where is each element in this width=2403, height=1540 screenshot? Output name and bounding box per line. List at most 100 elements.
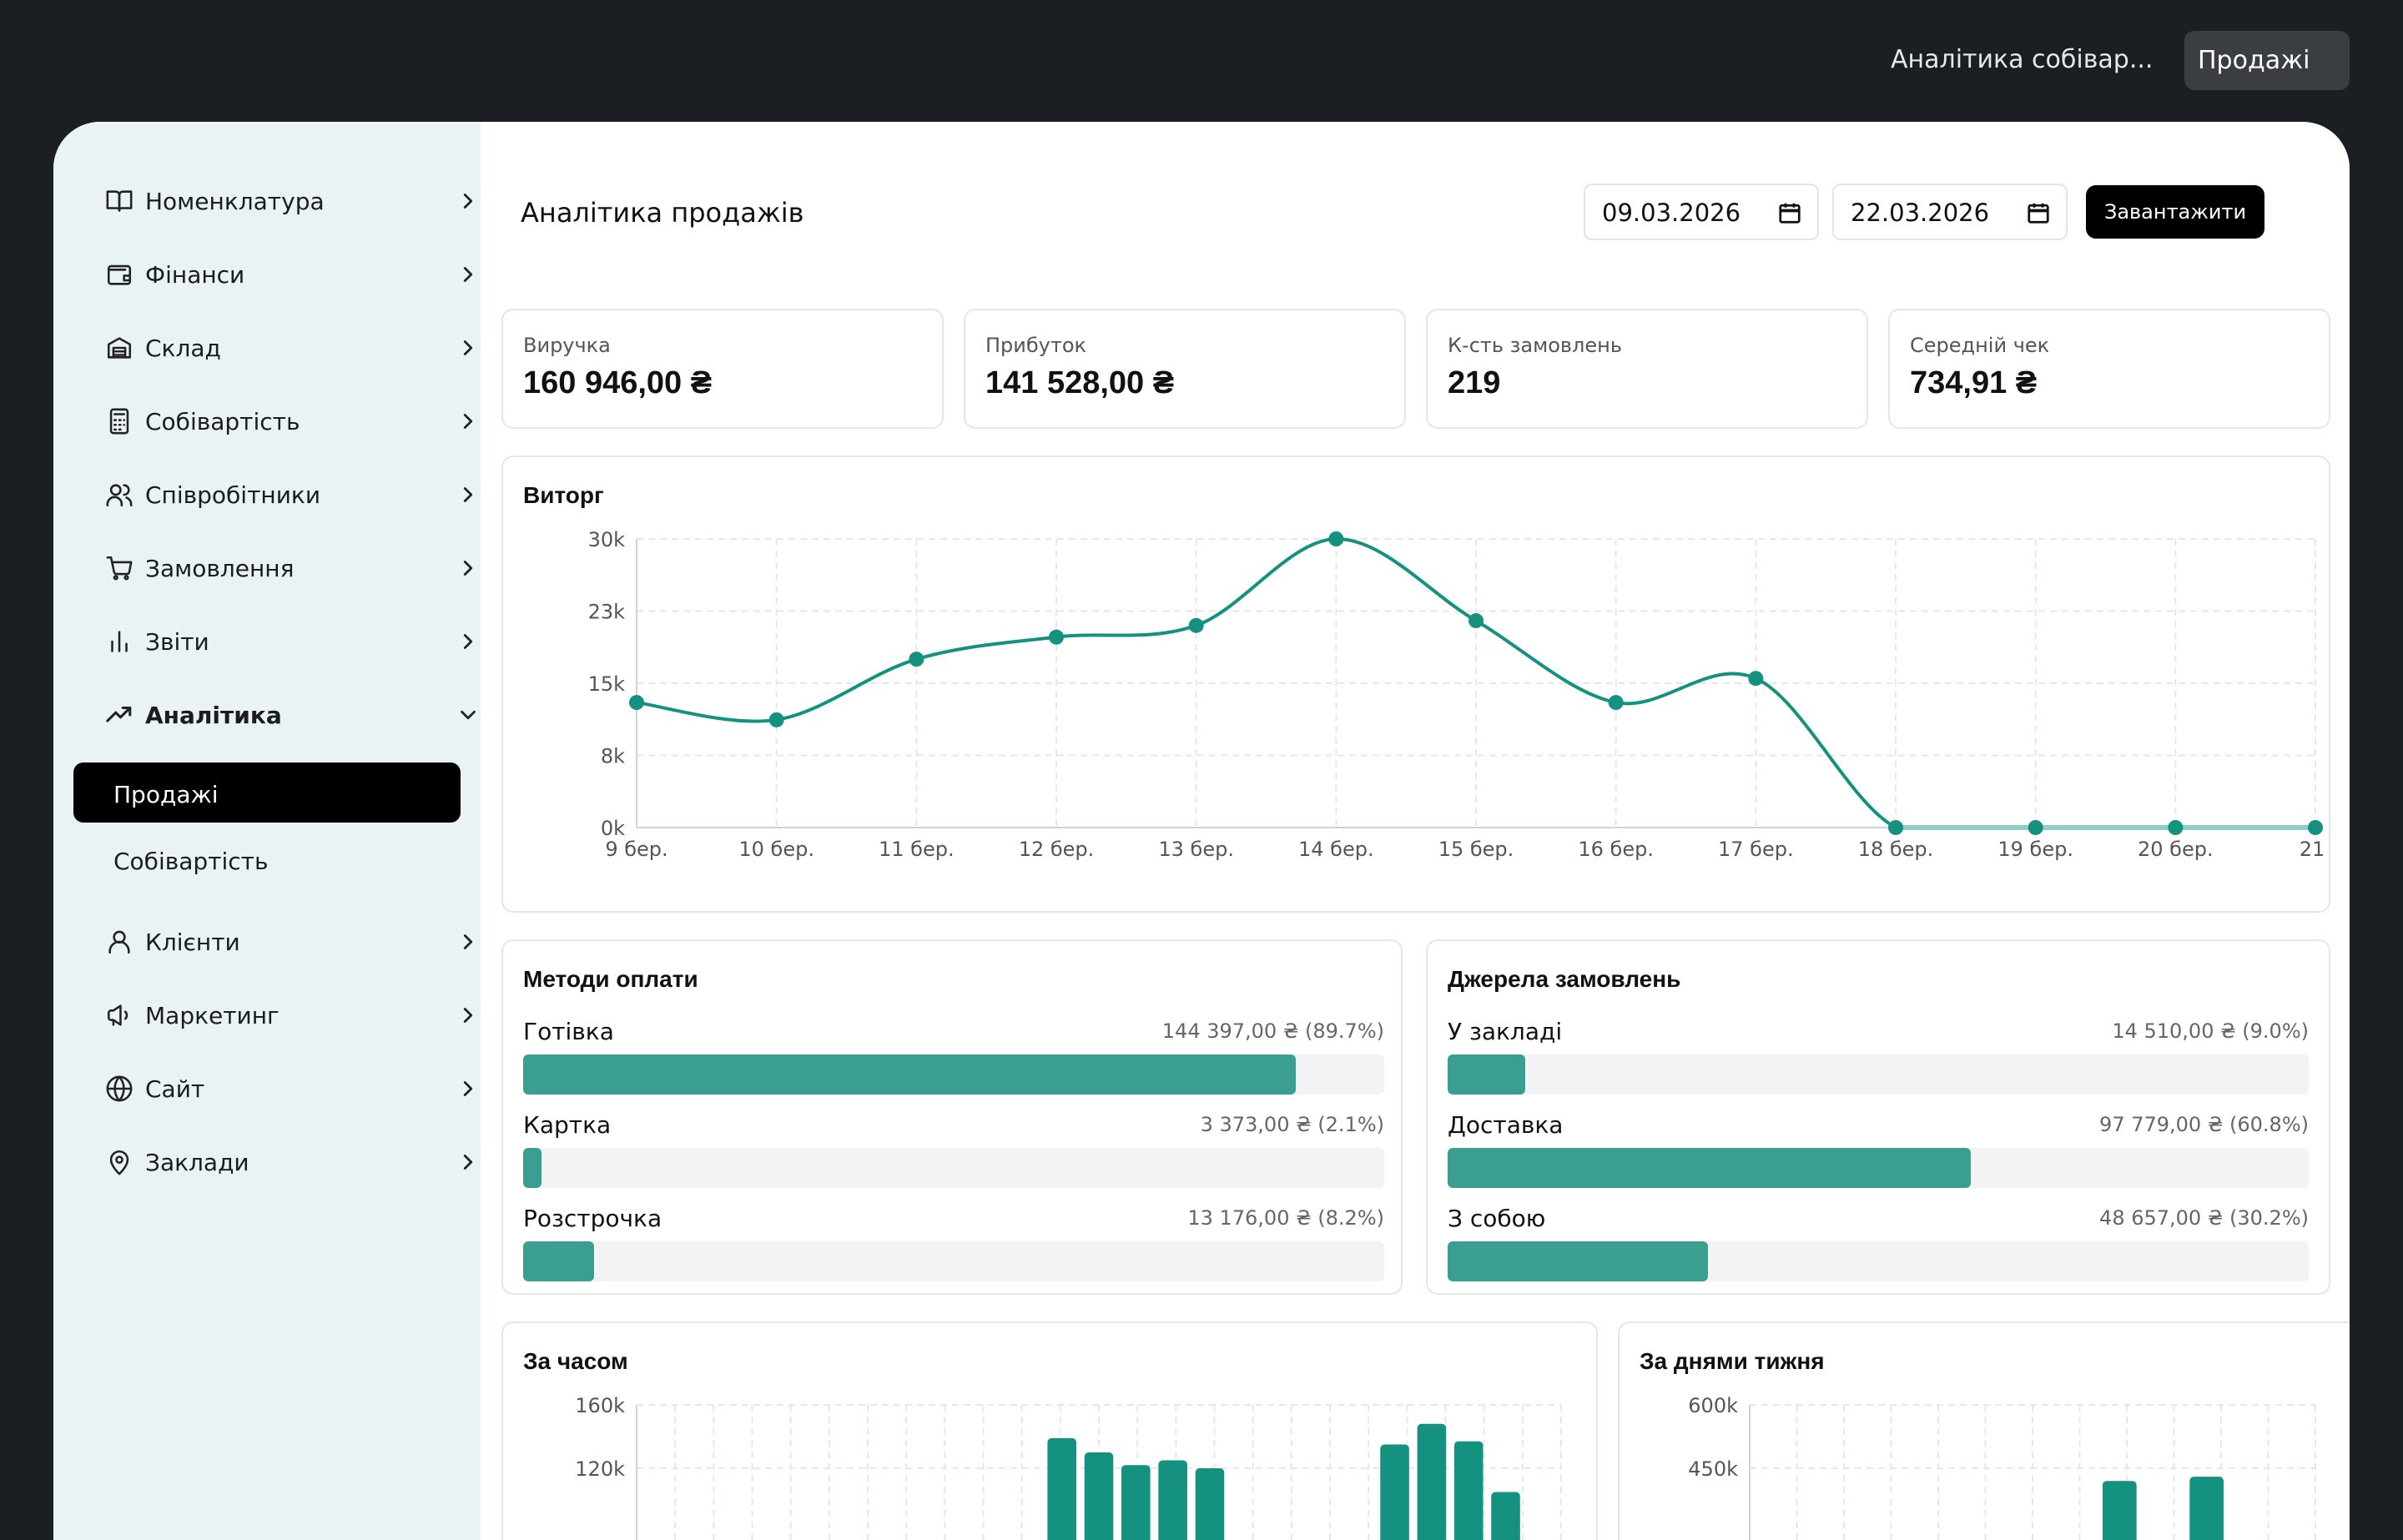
globe-icon	[105, 1074, 134, 1103]
x-tick-label: 16 бер.	[1578, 838, 1654, 861]
payment-methods-card: Методи оплати Готівка 144 397,00 ₴ (89.7…	[501, 939, 1403, 1295]
chevron-right-icon	[456, 1003, 481, 1028]
x-tick-label: 19 бер.	[1997, 838, 2073, 861]
bar-name: У закладі	[1448, 1018, 1562, 1045]
breadcrumb[interactable]: Аналітика собівар...	[1891, 45, 2153, 74]
bar-fill	[523, 1054, 1296, 1095]
sidebar-item-locations[interactable]: Заклади	[105, 1137, 481, 1187]
data-point	[769, 712, 784, 727]
order-sources-card: Джерела замовлень У закладі 14 510,00 ₴ …	[1426, 939, 2330, 1295]
sidebar-item-analytics[interactable]: Аналітика	[105, 690, 481, 740]
load-button[interactable]: Завантажити	[2086, 185, 2264, 239]
bar-track	[523, 1148, 1384, 1188]
sidebar-item-label: Маркетинг	[145, 1002, 280, 1029]
megaphone-icon	[105, 1001, 134, 1029]
users-icon	[105, 481, 134, 509]
kpi-card-avg-check: Середній чек 734,91 ₴	[1888, 309, 2330, 429]
sidebar-item-clients[interactable]: Клієнти	[105, 917, 481, 967]
calculator-icon	[105, 407, 134, 435]
kpi-card-revenue: Виручка 160 946,00 ₴	[501, 309, 944, 429]
y-tick-label: 450k	[1688, 1457, 1738, 1481]
date-to-value: 22.03.2026	[1851, 199, 1989, 227]
sidebar: Номенклатура Фінанси Склад Собівартість …	[53, 122, 481, 1540]
user-icon	[105, 928, 134, 956]
sidebar-item-marketing[interactable]: Маркетинг	[105, 990, 481, 1040]
card-title: Джерела замовлень	[1448, 966, 1680, 993]
kpi-card-profit: Прибуток 141 528,00 ₴	[964, 309, 1406, 429]
sidebar-item-label: Аналітика	[145, 702, 282, 729]
bar-fill	[1448, 1054, 1525, 1095]
x-tick-label: 13 бер.	[1158, 838, 1234, 861]
date-to-input[interactable]: 22.03.2026	[1832, 184, 2068, 240]
bar-name: Готівка	[523, 1018, 614, 1045]
bar-track	[1448, 1241, 2309, 1281]
sidebar-subitem-cost[interactable]: Собівартість	[73, 829, 461, 889]
sidebar-item-label: Замовлення	[145, 555, 294, 582]
book-icon	[105, 187, 134, 215]
wallet-icon	[105, 260, 134, 289]
data-point	[1328, 531, 1343, 546]
y-tick-label: 8k	[601, 745, 625, 768]
map-pin-icon	[105, 1148, 134, 1176]
x-tick-label: 12 бер.	[1019, 838, 1095, 861]
sidebar-item-employees[interactable]: Співробітники	[105, 470, 481, 520]
sidebar-item-label: Заклади	[145, 1149, 249, 1176]
y-tick-label: 160k	[575, 1394, 625, 1417]
sidebar-item-site[interactable]: Сайт	[105, 1064, 481, 1114]
bar	[1418, 1424, 1447, 1540]
bar	[2103, 1481, 2137, 1540]
sidebar-item-orders[interactable]: Замовлення	[105, 543, 481, 593]
kpi-label: К-сть замовлень	[1448, 334, 1622, 357]
sidebar-item-warehouse[interactable]: Склад	[105, 323, 481, 373]
bar-value: 3 373,00 ₴ (2.1%)	[1201, 1113, 1384, 1136]
bar-name: Розстрочка	[523, 1205, 662, 1232]
bar	[1158, 1461, 1187, 1540]
sidebar-item-label: Співробітники	[145, 481, 320, 509]
bar-value: 97 779,00 ₴ (60.8%)	[2099, 1113, 2309, 1136]
data-point	[1189, 618, 1204, 633]
chevron-right-icon	[456, 482, 481, 507]
kpi-label: Середній чек	[1910, 334, 2049, 357]
bar-fill	[1448, 1241, 1708, 1281]
sidebar-item-label: Клієнти	[145, 929, 240, 956]
sidebar-subitem-sales[interactable]: Продажі	[73, 762, 461, 823]
calendar-icon[interactable]	[1777, 200, 1802, 225]
x-tick-label: 11 бер.	[879, 838, 955, 861]
sidebar-item-label: Сайт	[145, 1075, 204, 1103]
chevron-right-icon	[456, 409, 481, 434]
chevron-right-icon	[456, 629, 481, 654]
bar	[1121, 1465, 1151, 1540]
kpi-label: Виручка	[523, 334, 611, 357]
bar-fill	[523, 1241, 594, 1281]
data-point	[1888, 820, 1903, 835]
chevron-right-icon	[456, 1076, 481, 1101]
bar-value: 14 510,00 ₴ (9.0%)	[2112, 1019, 2309, 1043]
bar	[1085, 1452, 1114, 1540]
bar-value: 48 657,00 ₴ (30.2%)	[2099, 1206, 2309, 1230]
sidebar-item-nomenclature[interactable]: Номенклатура	[105, 176, 481, 226]
sidebar-item-finance[interactable]: Фінанси	[105, 249, 481, 299]
calendar-icon[interactable]	[2026, 200, 2051, 225]
chevron-down-icon	[456, 702, 481, 727]
data-point	[1049, 630, 1064, 645]
bar-value: 144 397,00 ₴ (89.7%)	[1162, 1019, 1384, 1043]
data-point	[2028, 820, 2043, 835]
kpi-card-orders: К-сть замовлень 219	[1426, 309, 1868, 429]
bar	[1454, 1442, 1484, 1540]
page-title: Аналітика продажів	[521, 197, 804, 229]
bar-name: Доставка	[1448, 1111, 1563, 1139]
y-tick-label: 23k	[588, 601, 626, 624]
section-select[interactable]: Продажі	[2184, 31, 2350, 90]
date-from-input[interactable]: 09.03.2026	[1584, 184, 1819, 240]
sidebar-item-reports[interactable]: Звіти	[105, 617, 481, 667]
top-bar: Аналітика собівар... Продажі	[0, 0, 2403, 122]
x-tick-label: 15 бер.	[1438, 838, 1514, 861]
bar	[1380, 1445, 1409, 1540]
bar-track	[523, 1054, 1384, 1095]
bar-track	[523, 1241, 1384, 1281]
sidebar-item-cost[interactable]: Собівартість	[105, 396, 481, 446]
